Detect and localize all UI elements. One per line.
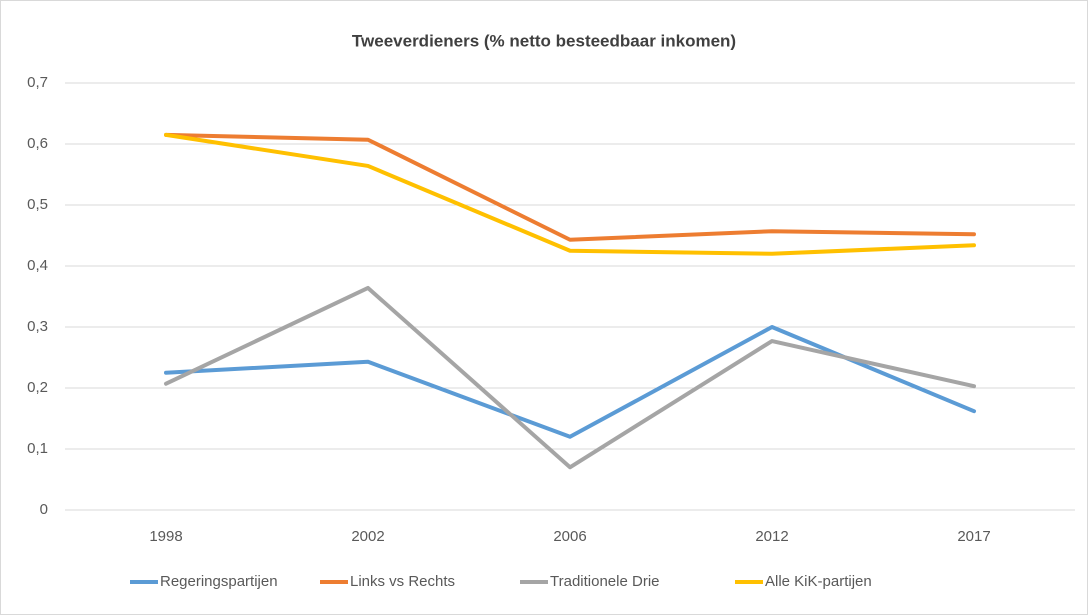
series-line: [164, 285, 976, 470]
y-tick-label: 0,2: [27, 379, 48, 396]
y-tick-label: 0,6: [27, 135, 48, 152]
legend-label: Regeringspartijen: [160, 573, 278, 590]
y-tick-label: 0,3: [27, 318, 48, 335]
y-tick-label: 0,4: [27, 257, 48, 274]
series-line: [164, 132, 976, 242]
legend-label: Alle KiK-partijen: [765, 573, 872, 590]
y-tick-label: 0,1: [27, 440, 48, 457]
x-tick-label: 2017: [957, 528, 990, 545]
x-tick-label: 2012: [755, 528, 788, 545]
y-tick-label: 0: [40, 501, 48, 518]
x-tick-label: 2006: [553, 528, 586, 545]
x-tick-label: 2002: [351, 528, 384, 545]
x-tick-label: 1998: [149, 528, 182, 545]
series-line: [164, 132, 976, 256]
legend-label: Traditionele Drie: [550, 573, 660, 590]
legend-label: Links vs Rechts: [350, 573, 455, 590]
chart-title: Tweeverdieners (% netto besteedbaar inko…: [352, 31, 736, 50]
y-tick-label: 0,5: [27, 196, 48, 213]
y-tick-label: 0,7: [27, 74, 48, 91]
